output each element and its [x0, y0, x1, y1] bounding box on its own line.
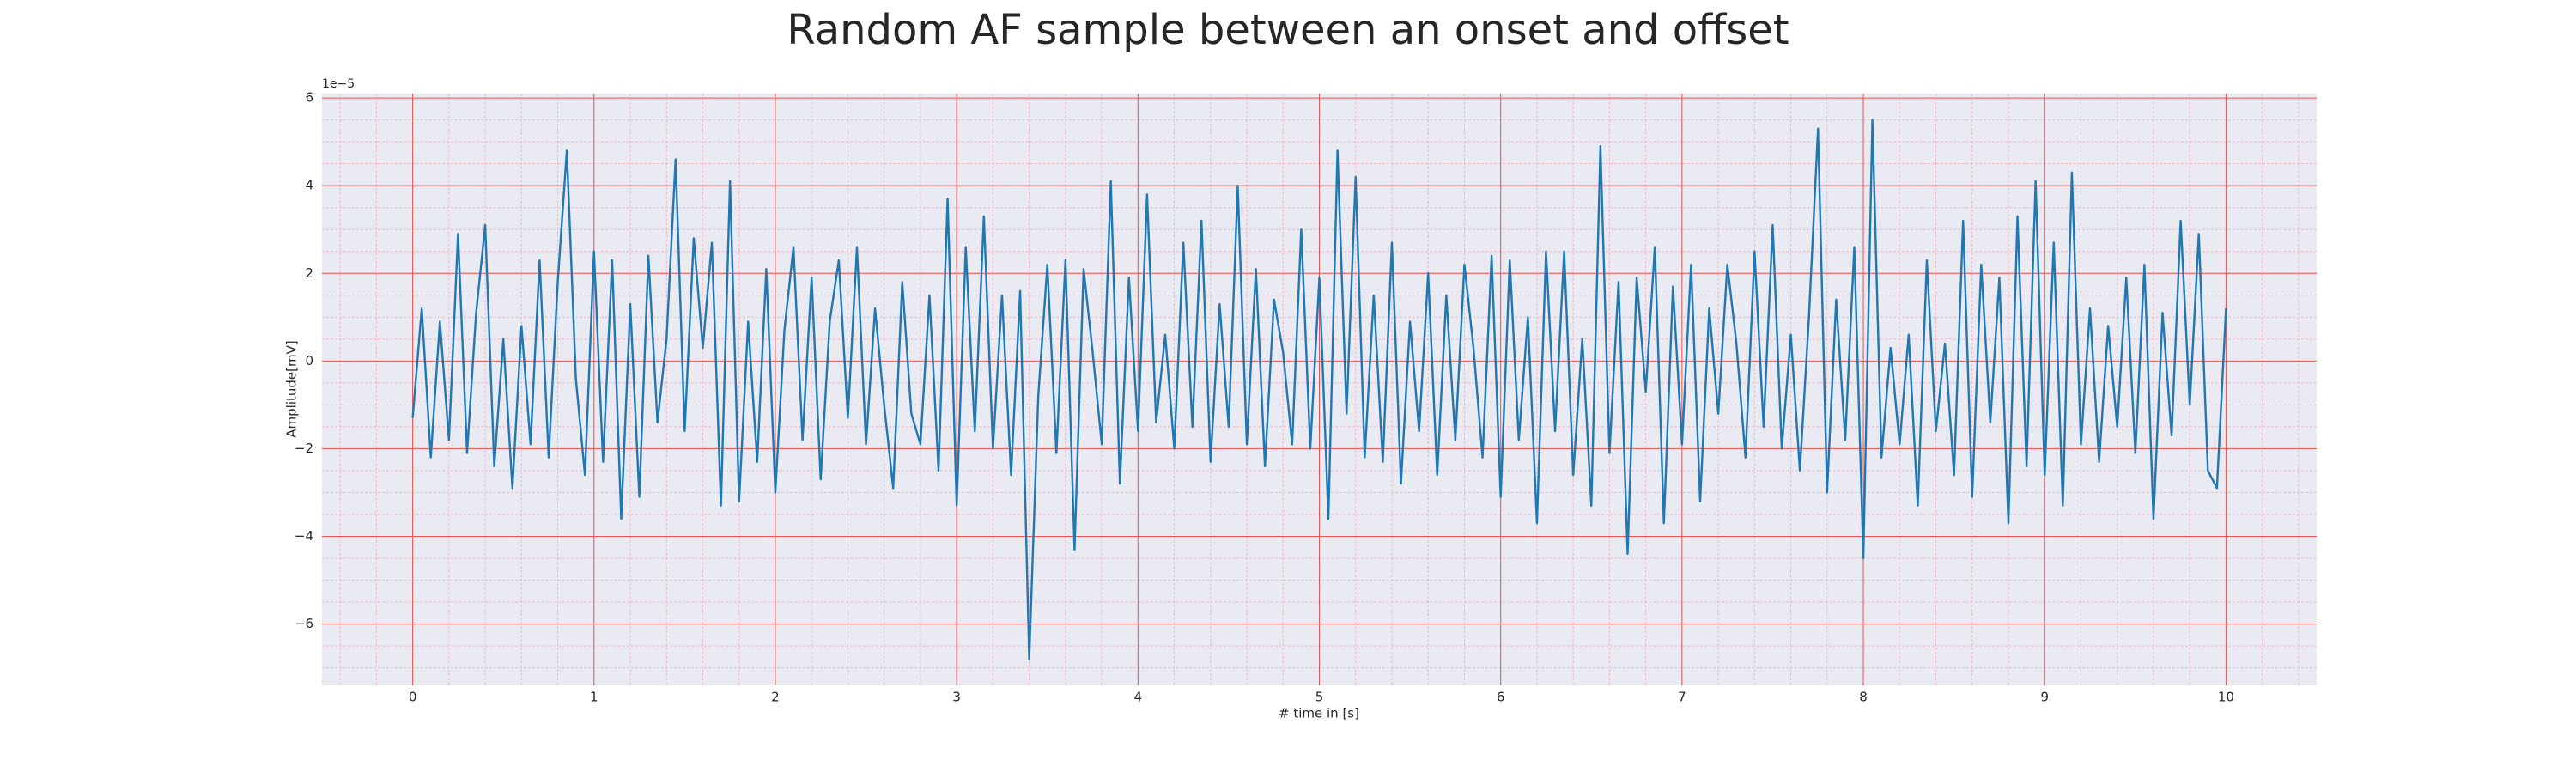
y-tick-label: −2	[295, 441, 313, 456]
y-tick-label: 6	[305, 90, 313, 106]
y-tick-label: 0	[305, 353, 313, 368]
x-tick-label: 9	[2040, 690, 2049, 705]
x-tick-label: 10	[2218, 690, 2234, 705]
y-tick-label: −6	[295, 616, 313, 631]
x-tick-label: 7	[1678, 690, 1686, 705]
x-tick-label: 4	[1134, 690, 1143, 705]
x-tick-label: 3	[952, 690, 961, 705]
x-tick-label: 5	[1315, 690, 1324, 705]
y-tick-label: 2	[305, 265, 313, 281]
x-tick-label: 8	[1859, 690, 1868, 705]
y-tick-label: −4	[295, 528, 313, 544]
y-offset-label: 1e−5	[322, 77, 355, 91]
x-tick-label: 0	[409, 690, 417, 705]
x-tick-label: 2	[771, 690, 780, 705]
y-tick-label: 4	[305, 178, 313, 193]
y-axis-label: Amplitude[mV]	[284, 340, 300, 437]
chart-title: Random AF sample between an onset and of…	[787, 6, 1789, 54]
x-axis-label: # time in [s]	[1279, 706, 1359, 721]
x-tick-label: 1	[590, 690, 598, 705]
signal-line	[411, 119, 2227, 660]
x-tick-label: 6	[1497, 690, 1505, 705]
